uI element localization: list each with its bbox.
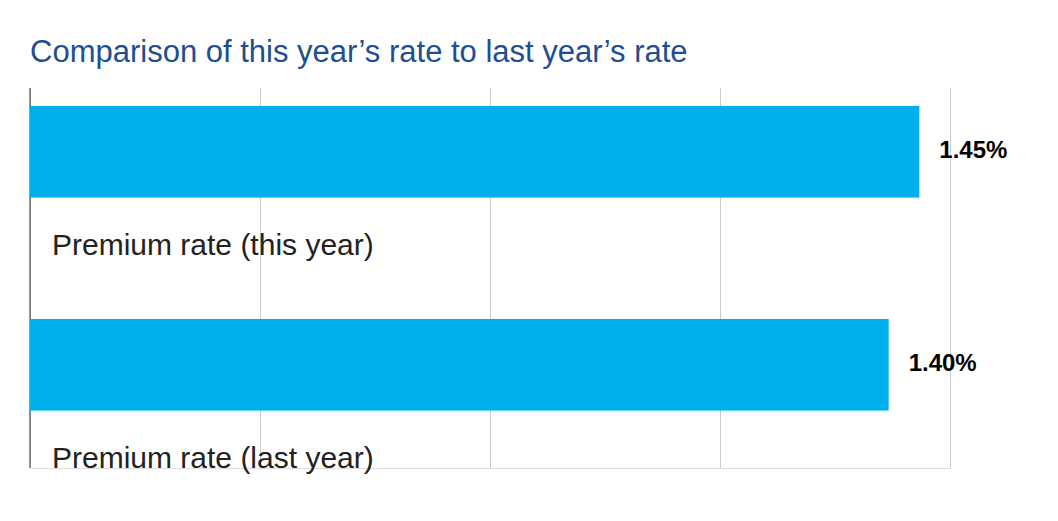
bar: [30, 319, 889, 411]
category-label: Premium rate (this year): [52, 228, 374, 261]
data-label: 1.40%: [909, 349, 977, 376]
chart: Comparison of this year’s rate to last y…: [0, 0, 1058, 521]
data-labels: 1.45% 1.40%: [909, 136, 1008, 376]
x-axis-line: [31, 88, 951, 469]
bar: [30, 106, 919, 198]
x-axis: [31, 88, 951, 469]
category-labels: Premium rate (this year) Premium rate (la…: [52, 228, 374, 474]
category-label: Premium rate (last year): [52, 441, 374, 474]
bars: [30, 106, 919, 411]
data-label: 1.45%: [939, 136, 1007, 163]
title: Comparison of this year’s rate to last y…: [30, 34, 688, 69]
